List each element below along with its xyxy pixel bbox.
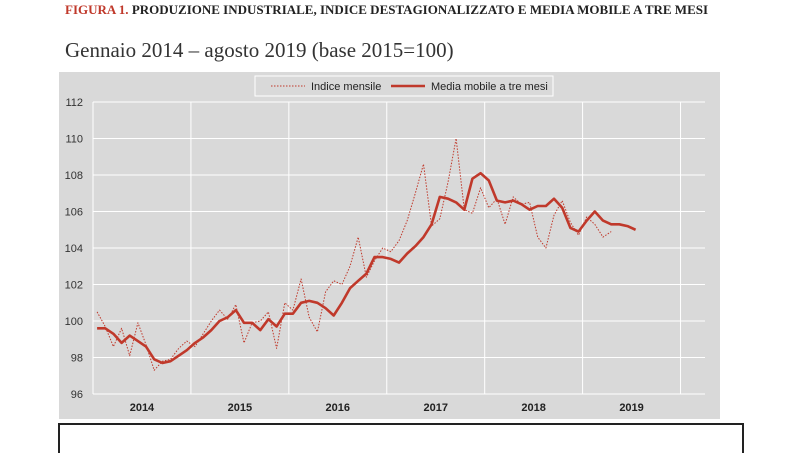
y-tick-label: 108: [65, 170, 83, 182]
y-tick-label: 112: [65, 97, 83, 109]
x-tick-label: 2014: [130, 402, 155, 414]
figure-label: FIGURA 1.: [65, 2, 129, 17]
figure-title-text: PRODUZIONE INDUSTRIALE, INDICE DESTAGION…: [131, 2, 709, 17]
y-tick-label: 110: [65, 134, 83, 146]
x-tick-label: 2019: [619, 402, 643, 414]
y-tick-label: 100: [65, 316, 83, 328]
x-tick-label: 2016: [326, 402, 350, 414]
y-tick-label: 98: [71, 353, 83, 365]
chart-area: 96 98 100 102 104 106 108 110 112 2014 2015 2016 201…: [59, 72, 720, 419]
figure-subtitle: Gennaio 2014 – agosto 2019 (base 2015=10…: [65, 38, 454, 62]
y-tick-label: 104: [65, 243, 83, 255]
note-box: [58, 423, 744, 453]
x-tick-label: 2017: [423, 402, 447, 414]
y-tick-label: 102: [65, 280, 83, 292]
x-tick-label: 2015: [228, 402, 252, 414]
series-line-media-mobile: [97, 171, 637, 365]
figure-title: FIGURA 1. PRODUZIONE INDUSTRIALE, INDICE…: [65, 2, 765, 17]
legend-label-media-mobile: Media mobile a tre mesi: [431, 81, 548, 93]
y-tick-label: 106: [65, 207, 83, 219]
line-chart: 96 98 100 102 104 106 108 110 112 2014 2015 2016 201…: [65, 75, 705, 414]
y-tick-label: 96: [71, 389, 83, 401]
series-line-indice-mensile: [96, 138, 612, 371]
legend-label-indice-mensile: Indice mensile: [311, 81, 381, 93]
x-tick-label: 2018: [521, 402, 545, 414]
